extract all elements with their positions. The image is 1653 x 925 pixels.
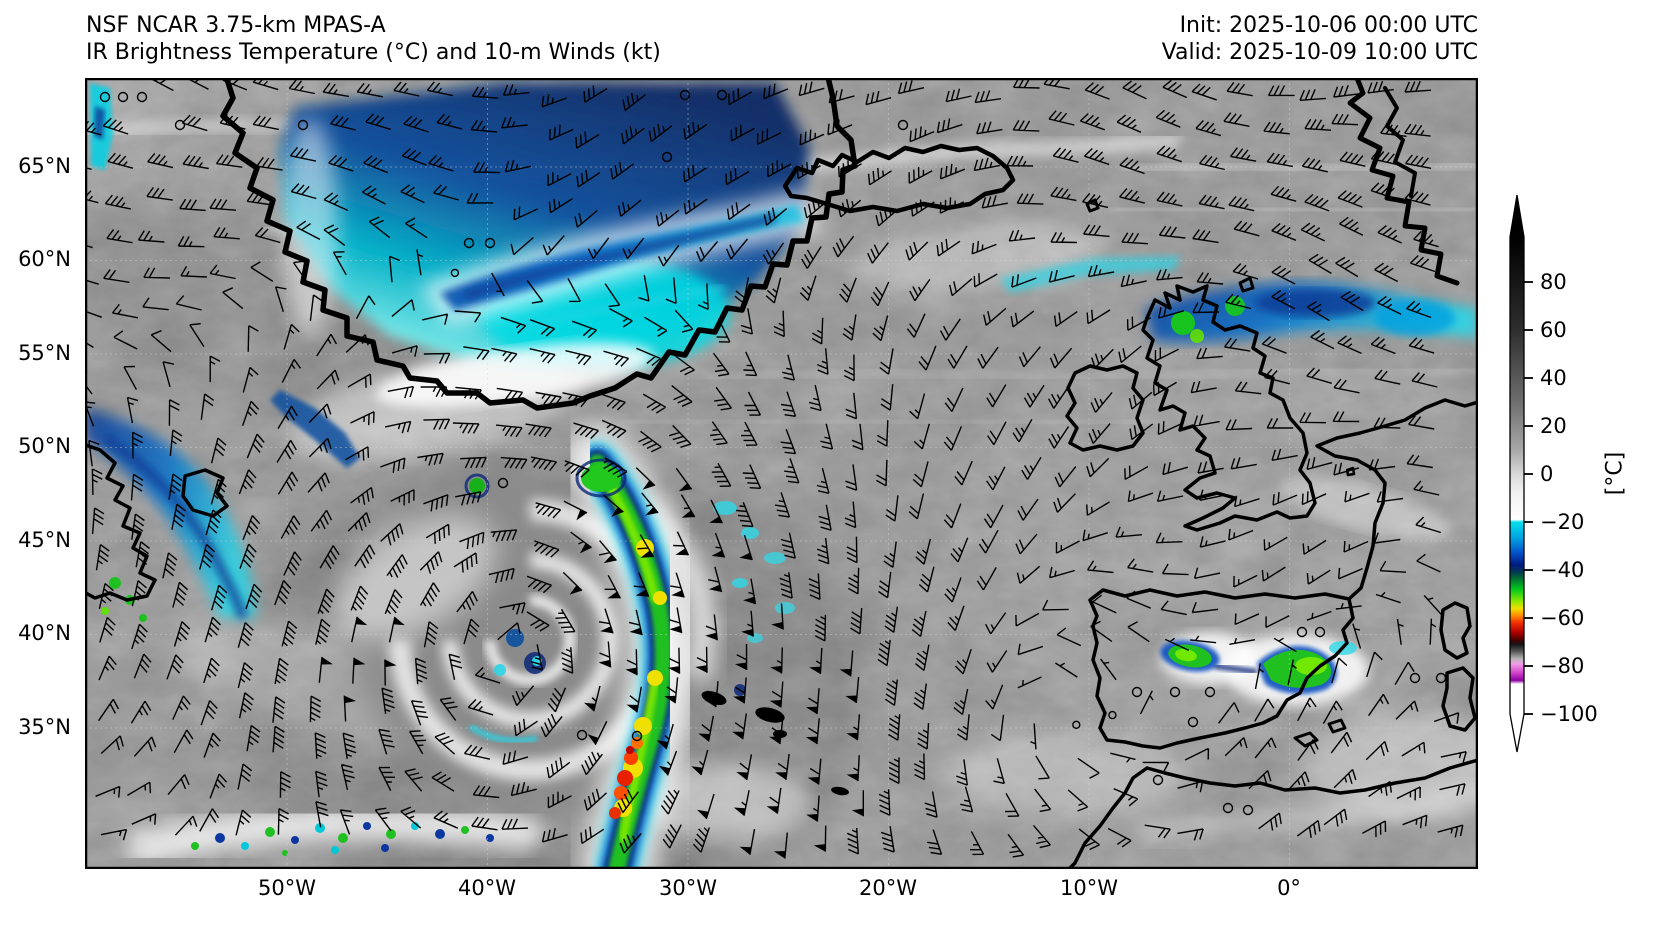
- y-tick-label: 55°N: [18, 341, 71, 365]
- colorbar-tick-labels: 80 60 40 20 0 −20 −40 −60 −80 −100: [1540, 270, 1598, 726]
- newfoundland-coastline: [181, 468, 229, 518]
- greenland-iceland-cloud-band: [418, 188, 824, 331]
- map-frame-border: [84, 77, 1479, 870]
- colorbar-ticks: [1524, 281, 1533, 715]
- calm-wind-circle: [99, 91, 111, 103]
- model-title: NSF NCAR 3.75-km MPAS-A: [86, 13, 386, 38]
- x-tick-label: 20°W: [859, 876, 917, 900]
- spain-thunderstorms: [1160, 632, 1369, 706]
- wind-barbs: [65, 70, 1467, 859]
- colorbar-tick-label: −100: [1540, 702, 1598, 726]
- cold-front-band: [562, 428, 795, 904]
- colorbar-tick-label: −40: [1540, 558, 1584, 582]
- calm-wind-circle: [1169, 686, 1181, 698]
- colorbar: 80 60 40 20 0 −20 −40 −60 −80 −100: [1509, 194, 1629, 757]
- colorbar-canvas: 80 60 40 20 0 −20 −40 −60 −80 −100: [1509, 194, 1598, 753]
- colorbar-tick-label: 40: [1540, 366, 1567, 390]
- product-title: IR Brightness Temperature (°C) and 10-m …: [86, 40, 661, 65]
- calm-wind-circle: [1242, 804, 1254, 816]
- front-east-cirrus: [713, 501, 795, 696]
- y-tick-label: 60°N: [18, 247, 71, 271]
- calm-wind-circle: [174, 119, 186, 131]
- calm-wind-circle: [1152, 774, 1164, 786]
- calm-wind-circle: [484, 237, 496, 249]
- x-tick-label: 0°: [1277, 876, 1301, 900]
- norway-coastline: [1347, 70, 1460, 286]
- calm-wind-circle: [117, 91, 129, 103]
- calm-wind-circle: [716, 89, 728, 101]
- calm-wind-circle: [136, 91, 148, 103]
- y-tick-label: 35°N: [18, 715, 71, 739]
- calm-wind-circle: [1314, 626, 1326, 638]
- map-plot: [15, 48, 1535, 925]
- calm-wind-circle: [576, 729, 588, 741]
- calm-wind-circle: [661, 151, 673, 163]
- colorbar-tick-label: −20: [1540, 510, 1584, 534]
- colorbar-tick-label: −80: [1540, 654, 1584, 678]
- y-tick-label: 45°N: [18, 528, 71, 552]
- calm-wind-circle: [297, 119, 309, 131]
- balearic-islands: [1293, 718, 1347, 748]
- northwest-corner-cloud: [90, 83, 113, 170]
- y-tick-label: 50°N: [18, 434, 71, 458]
- calm-wind-circle: [679, 89, 691, 101]
- calm-wind-circle: [897, 119, 909, 131]
- channel-islands: [1345, 466, 1356, 477]
- colorbar-tick-label: 60: [1540, 318, 1567, 342]
- y-tick-label: 40°N: [18, 621, 71, 645]
- calm-wind-circle: [463, 237, 475, 249]
- x-tick-label: 30°W: [659, 876, 717, 900]
- map-canvas: [15, 48, 1535, 925]
- calm-wind-circle: [1435, 672, 1447, 684]
- iceland-coastline: [782, 143, 1016, 214]
- calm-circles-layer: [99, 89, 1447, 816]
- calm-wind-circle: [1131, 686, 1143, 698]
- france-coastline: [1315, 398, 1480, 601]
- calm-wind-circle: [1409, 672, 1421, 684]
- colorbar-tick-label: −60: [1540, 606, 1584, 630]
- calm-wind-circle: [631, 730, 643, 742]
- calm-wind-circle: [1204, 686, 1216, 698]
- wind-barbs-layer: [65, 70, 1467, 859]
- run-info: Init: 2025-10-06 00:00 UTC Valid: 2025-1…: [1000, 12, 1478, 66]
- great-britain-coastline: [1141, 284, 1317, 532]
- labrador-coastline: [78, 441, 157, 602]
- x-tick-label: 50°W: [258, 876, 316, 900]
- ireland-coastline: [1065, 364, 1145, 452]
- colorbar-bar: [1509, 194, 1525, 753]
- valid-time: Valid: 2025-10-09 10:00 UTC: [1161, 40, 1478, 65]
- africa-coastline: [1067, 758, 1480, 871]
- colorbar-tick-label: 0: [1540, 462, 1553, 486]
- shetland-faroe-islands: [1085, 198, 1255, 293]
- calm-wind-circle: [1222, 802, 1234, 814]
- iberia-coastline: [1088, 588, 1355, 750]
- colorbar-tick-label: 80: [1540, 270, 1567, 294]
- x-tick-label: 10°W: [1060, 876, 1118, 900]
- southwest-speckled-cloud: [128, 806, 542, 865]
- title-block: NSF NCAR 3.75-km MPAS-A IR Brightness Te…: [86, 12, 661, 66]
- norway-fjords: [1383, 86, 1417, 198]
- calm-wind-circle: [1296, 626, 1308, 638]
- colorbar-unit-label: [°C]: [1602, 451, 1628, 496]
- calm-wind-circle: [1187, 716, 1199, 728]
- init-time: Init: 2025-10-06 00:00 UTC: [1179, 13, 1478, 38]
- x-tick-label: 40°W: [458, 876, 516, 900]
- corsica-sardinia-coastline: [1439, 601, 1477, 732]
- colorbar-tick-label: 20: [1540, 414, 1567, 438]
- y-tick-label: 65°N: [18, 154, 71, 178]
- y-axis: 65°N 60°N 55°N 50°N 45°N 40°N 35°N: [0, 0, 77, 925]
- calm-wind-circle: [497, 477, 509, 489]
- satellite-layer: [15, 48, 1535, 925]
